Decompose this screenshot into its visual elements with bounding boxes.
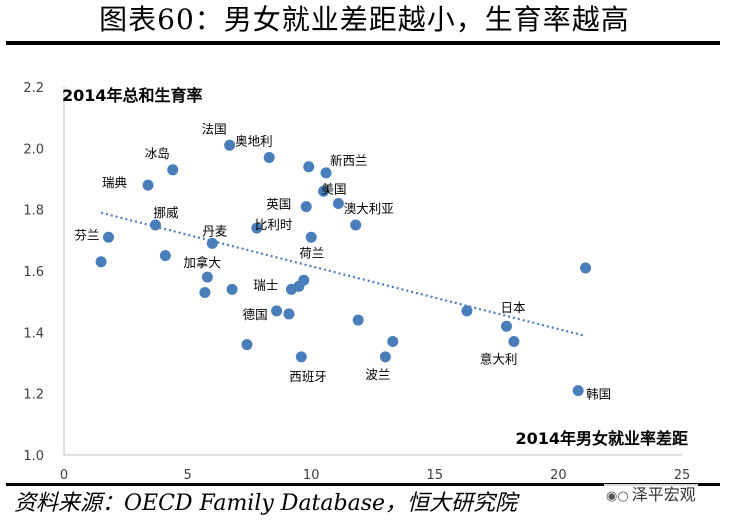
point-label: 挪威 [153, 205, 179, 220]
title-rule [6, 41, 720, 45]
y-tick-label: 1.6 [23, 265, 44, 280]
x-tick-labels: 0 5 10 15 20 25 [60, 468, 690, 483]
point-label: 日本 [500, 300, 526, 315]
y-axis-label: 2014年总和生育率 [62, 86, 203, 105]
point-label: 法国 [202, 121, 227, 136]
x-tick-label: 0 [60, 468, 68, 483]
trendline [100, 211, 584, 337]
data-point [201, 271, 213, 283]
point-label: 美国 [322, 181, 347, 196]
data-point [352, 314, 364, 326]
data-point [95, 256, 107, 268]
point-label: 波兰 [365, 367, 390, 382]
data-point [206, 237, 218, 249]
x-axis-label: 2014年男女就业率差距 [515, 429, 688, 448]
data-point [387, 336, 399, 348]
point-label: 冰岛 [145, 146, 170, 161]
watermark-text: 泽平宏观 [631, 485, 696, 504]
data-point [199, 286, 211, 298]
source-note: 资料来源：OECD Family Database，恒大研究院 [14, 491, 518, 516]
data-point [305, 231, 317, 243]
data-point [226, 283, 238, 295]
data-point [159, 250, 171, 262]
data-points [95, 139, 592, 397]
data-point [300, 201, 312, 213]
y-tick-label: 1.8 [23, 204, 44, 219]
data-point [298, 274, 310, 286]
data-point [508, 336, 520, 348]
point-label: 意大利 [480, 352, 518, 367]
trendline-group [100, 211, 584, 337]
point-label: 瑞士 [253, 277, 278, 292]
data-point [350, 219, 362, 231]
data-point [102, 231, 114, 243]
data-point [303, 161, 315, 173]
point-label: 比利时 [255, 217, 293, 232]
data-point [500, 320, 512, 332]
point-label: 韩国 [586, 387, 611, 402]
data-point [167, 164, 179, 176]
y-tick-label: 1.2 [23, 388, 44, 403]
point-label: 加拿大 [183, 255, 221, 270]
data-point [580, 262, 592, 274]
data-point [142, 179, 154, 191]
point-label: 丹麦 [202, 223, 228, 238]
point-label: 西班牙 [289, 369, 327, 384]
point-label: 奥地利 [235, 134, 273, 149]
data-point [318, 185, 330, 197]
data-point [295, 351, 307, 363]
data-point [241, 339, 253, 351]
point-label: 英国 [266, 197, 291, 212]
data-point [572, 385, 584, 397]
wechat-icon: ◉○ [606, 489, 629, 504]
footer-rule [6, 483, 720, 486]
data-point [283, 308, 295, 320]
point-label: 德国 [243, 307, 268, 322]
data-point [461, 305, 473, 317]
data-point [320, 167, 332, 179]
point-label: 新西兰 [330, 153, 368, 168]
y-tick-label: 2.2 [23, 81, 44, 96]
data-point [263, 152, 275, 164]
figure-title: 图表60：男女就业差距越小，生育率越高 [99, 3, 630, 36]
y-tick-label: 2.0 [23, 142, 44, 157]
x-tick-label: 25 [674, 468, 691, 483]
y-tick-label: 1.0 [23, 449, 44, 464]
x-tick-label: 20 [550, 468, 567, 483]
data-point [251, 222, 263, 234]
data-point [224, 139, 236, 151]
data-point [271, 305, 283, 317]
data-point [149, 219, 161, 231]
data-point [379, 351, 391, 363]
data-point [332, 198, 344, 210]
x-tick-label: 15 [427, 468, 444, 483]
y-tick-labels: 1.0 1.2 1.4 1.6 1.8 2.0 2.2 [23, 81, 44, 464]
point-label: 澳大利亚 [344, 201, 394, 216]
point-label: 芬兰 [74, 227, 99, 242]
watermark: ◉○ 泽平宏观 [604, 484, 698, 506]
x-tick-label: 10 [303, 468, 320, 483]
y-tick-label: 1.4 [23, 326, 44, 341]
x-tick-label: 5 [183, 468, 191, 483]
point-label: 荷兰 [299, 245, 324, 260]
point-label: 瑞典 [102, 175, 127, 190]
